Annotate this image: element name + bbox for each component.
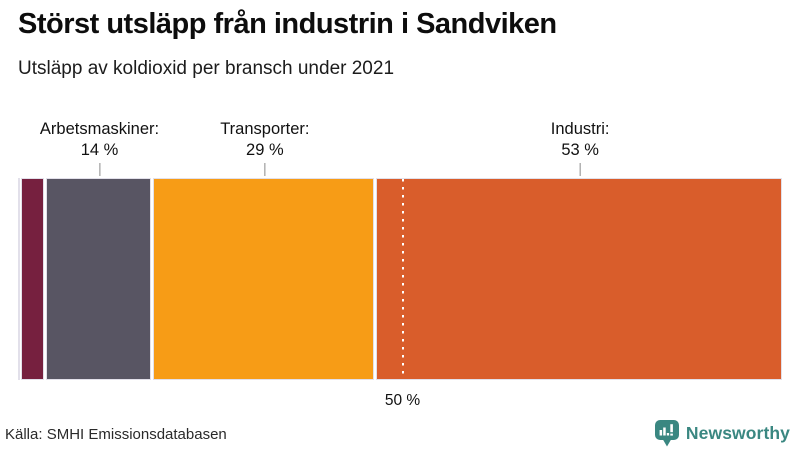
- label-tick: [579, 163, 581, 176]
- bar-segment-industri: [376, 178, 782, 380]
- bar-segment-1: [21, 178, 44, 380]
- segment-labels: Arbetsmaskiner: 14 % Transporter: 29 % Indus…: [18, 112, 787, 176]
- source-credit: Källa: SMHI Emissionsdatabasen: [5, 426, 227, 443]
- reference-label-row: 50 %: [18, 392, 787, 414]
- bar-segment-0: [18, 178, 20, 380]
- newsworthy-wordmark: Newsworthy: [685, 423, 790, 443]
- label-tick: [264, 163, 266, 176]
- segment-label-arbetsmaskiner: Arbetsmaskiner: 14 %: [40, 119, 159, 176]
- segment-label-transporter: Transporter: 29 %: [220, 119, 309, 176]
- bar-segment-arbetsmaskiner: [45, 178, 152, 380]
- page-title: Störst utsläpp från industrin i Sandvike…: [18, 8, 557, 40]
- label-tick: [99, 163, 100, 176]
- segment-label-industri: Industri: 53 %: [551, 119, 609, 176]
- bar-segment-transporter: [153, 178, 375, 380]
- chart-subtitle: Utsläpp av koldioxid per bransch under 2…: [18, 58, 395, 79]
- newsworthy-logo[interactable]: Newsworthy: [654, 420, 790, 447]
- newsworthy-bubble-chart-icon: [654, 420, 679, 447]
- reference-line-50pct: [401, 179, 404, 379]
- stacked-bar: [18, 178, 787, 380]
- reference-line-label: 50 %: [384, 392, 421, 409]
